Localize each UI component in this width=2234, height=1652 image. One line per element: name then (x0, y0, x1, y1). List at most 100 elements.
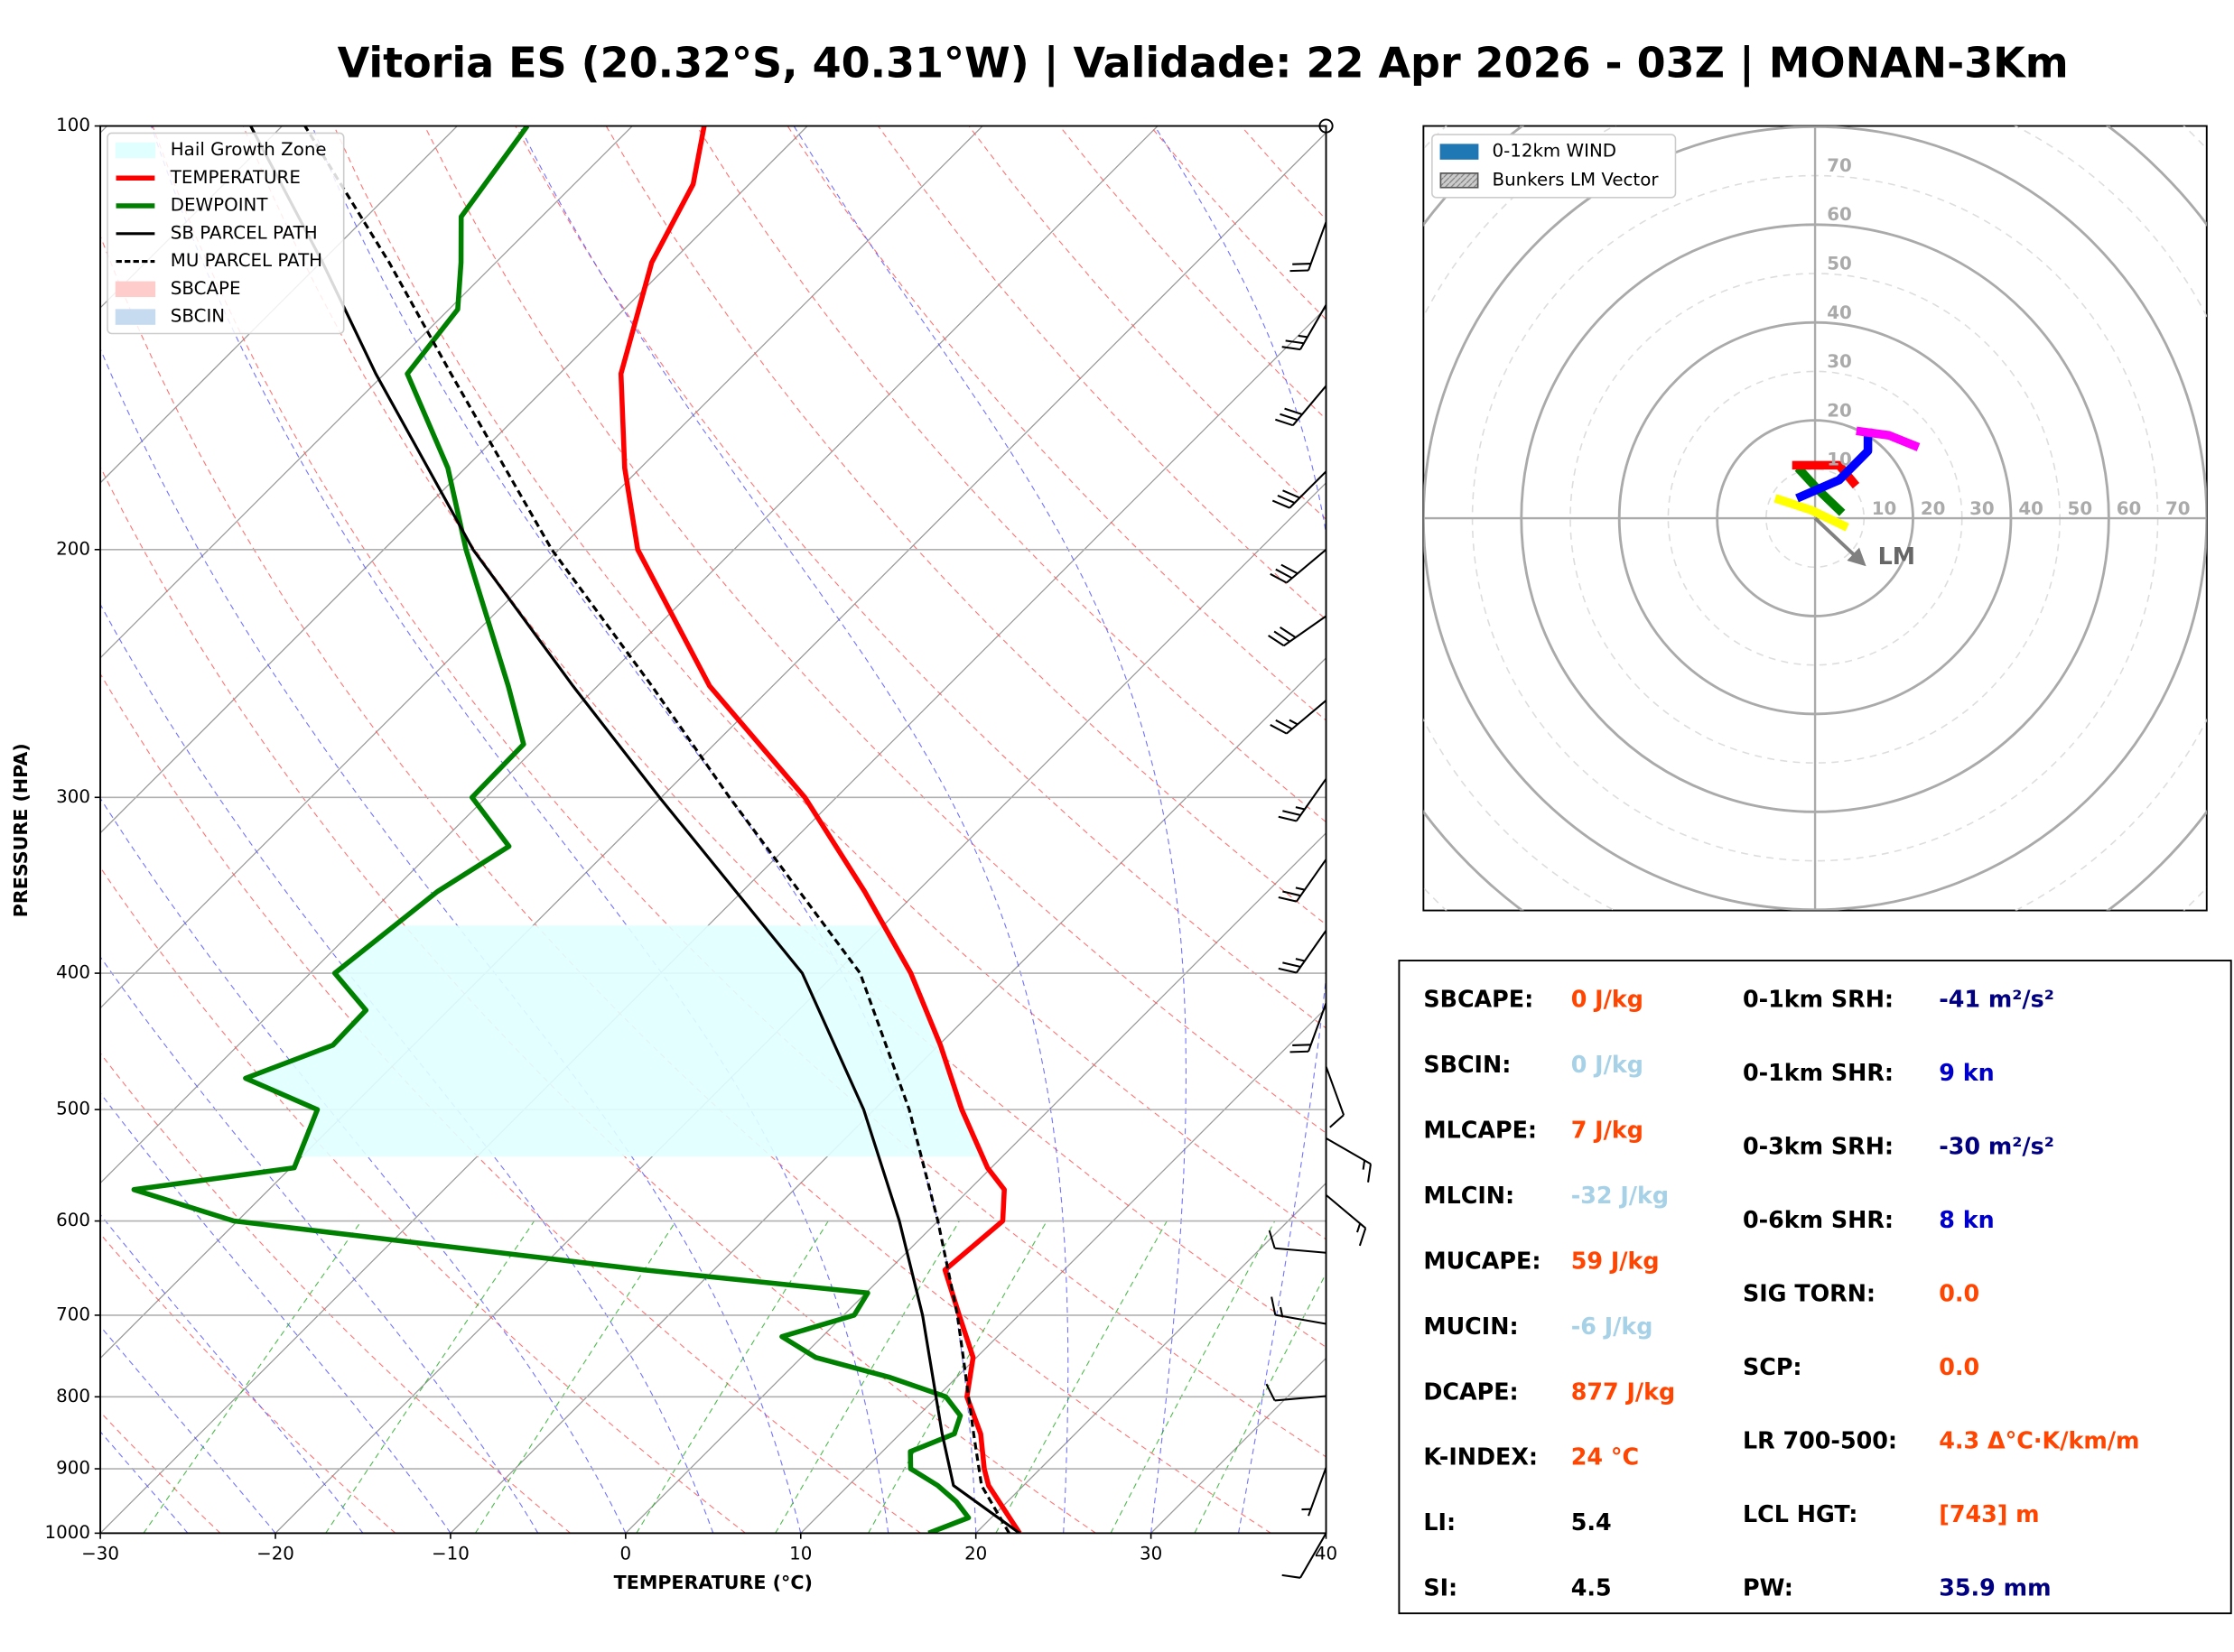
hodo-tick-label: 30 (1969, 498, 1995, 519)
hodo-tick-label: 20 (1921, 498, 1946, 519)
stat-label: DCAPE: (1423, 1378, 1518, 1405)
stat-value: -6 J/kg (1571, 1313, 1653, 1340)
barb-shaft (1299, 1532, 1327, 1579)
x-tick-label: −30 (81, 1544, 119, 1564)
stat-value: 9 kn (1939, 1059, 1994, 1086)
barb-feather (1278, 815, 1298, 822)
legend-label: DEWPOINT (171, 195, 269, 216)
barb-feather (1285, 339, 1305, 345)
hodo-tick-label: 60 (1827, 204, 1852, 225)
barb-shaft (1299, 304, 1327, 350)
barb-feather (1280, 1306, 1284, 1317)
stat-label: SI: (1423, 1574, 1457, 1601)
stat-label: MLCAPE: (1423, 1116, 1537, 1143)
legend-label: Hail Growth Zone (171, 139, 327, 160)
lm-vector (1813, 516, 1866, 567)
isotherm (450, 656, 1326, 1534)
mixing-ratio-line (1194, 1272, 1326, 1534)
moist-adiabat (100, 1091, 451, 1534)
dry-adiabat (100, 235, 1271, 1534)
y-tick-label: 100 (56, 115, 90, 135)
hodo-trace (1856, 426, 1921, 451)
hodo-tick-label: 50 (1827, 253, 1852, 274)
barb-shaft (1325, 1066, 1345, 1116)
hodo-tick-label: 20 (1827, 400, 1852, 421)
hodo-tick-label: 60 (2117, 498, 2142, 519)
barb-feather (1270, 572, 1288, 584)
hodograph-legend: 0-12km WIND Bunkers LM Vector (1431, 134, 1677, 199)
isotherm (100, 125, 283, 309)
dry-adiabat (605, 125, 1326, 925)
legend-swatch (115, 309, 156, 325)
stat-label: SCP: (1743, 1353, 1802, 1380)
x-tick-label: −20 (256, 1544, 294, 1564)
isotherm (100, 125, 983, 1009)
barb-shaft (1295, 858, 1327, 903)
moist-adiabat (100, 603, 714, 1534)
hodo-trace (1773, 494, 1849, 532)
moist-adiabat (100, 347, 802, 1534)
hodo-tick-label: 70 (1827, 155, 1852, 176)
barb-feather (1292, 1044, 1311, 1046)
barb-feather (1292, 263, 1311, 265)
dry-adiabat (333, 125, 1326, 1240)
legend-swatch (115, 142, 156, 159)
stat-label: SBCAPE: (1423, 985, 1533, 1012)
stat-value: 4.3 Δ°C·K/km/m (1939, 1427, 2139, 1454)
stat-label: PW: (1743, 1574, 1793, 1601)
barb-feather (1295, 886, 1306, 891)
legend-swatch-fill (1439, 172, 1479, 189)
stat-label: LCL HGT: (1743, 1500, 1857, 1527)
lm-label: LM (1878, 543, 1915, 570)
y-tick-label: 800 (56, 1386, 90, 1406)
hodo-tick-label: 10 (1872, 498, 1897, 519)
stat-value: 59 J/kg (1571, 1247, 1660, 1274)
hodo-tick-label: 10 (1827, 450, 1852, 470)
barb-shaft (1325, 1193, 1366, 1230)
barb-feather (1275, 568, 1293, 580)
stat-value: 0 J/kg (1571, 985, 1643, 1012)
barb-feather (1356, 1223, 1362, 1233)
legend-label: SBCIN (171, 306, 225, 327)
moist-adiabat (100, 1431, 189, 1534)
moist-adiabat (312, 125, 977, 1534)
wind-barb (1281, 304, 1327, 351)
x-axis-label: TEMPERATURE (°C) (614, 1572, 813, 1593)
stat-label: K-INDEX: (1423, 1443, 1538, 1471)
stat-value: 5.4 (1571, 1508, 1612, 1536)
wind-barb (1265, 1383, 1326, 1402)
barb-shaft (1274, 1395, 1326, 1402)
y-tick-label: 700 (56, 1304, 90, 1324)
isotherm (100, 125, 633, 659)
legend-swatch (1439, 144, 1479, 160)
barb-shaft (1292, 385, 1327, 426)
legend-label: SB PARCEL PATH (171, 222, 318, 243)
barb-shaft (1295, 778, 1327, 822)
hail-growth-zone (252, 925, 983, 1157)
barb-feather (1271, 499, 1290, 509)
chart-title: Vitoria ES (20.32°S, 40.31°W) | Validade… (338, 38, 2069, 88)
stat-label: SIG TORN: (1743, 1280, 1876, 1307)
wind-barb (1271, 1296, 1326, 1325)
dry-adiabat (100, 1411, 221, 1534)
y-tick-label: 600 (56, 1210, 90, 1230)
wind-barb (1278, 930, 1327, 974)
barb-shaft (1286, 549, 1327, 584)
stat-label: LI: (1423, 1508, 1456, 1536)
wind-barb (1278, 778, 1327, 822)
moist-adiabat (100, 1213, 364, 1534)
barb-feather (1329, 1114, 1345, 1128)
x-tick-label: −10 (432, 1544, 470, 1564)
isotherm (100, 125, 1159, 1184)
stat-value: 0.0 (1939, 1353, 1979, 1380)
stat-value: 24 °C (1571, 1443, 1639, 1471)
legend: Hail Growth Zone TEMPERATURE DEWPOINT SB PA… (107, 132, 345, 335)
hodo-tick-label: 70 (2165, 498, 2191, 519)
legend-label: TEMPERATURE (170, 167, 301, 188)
barb-feather (1271, 1296, 1277, 1315)
barb-feather (1289, 1050, 1309, 1053)
stat-label: MUCAPE: (1423, 1247, 1541, 1274)
barb-shaft (1308, 1467, 1327, 1517)
wind-barb (1326, 1137, 1372, 1183)
barb-feather (1289, 269, 1309, 273)
